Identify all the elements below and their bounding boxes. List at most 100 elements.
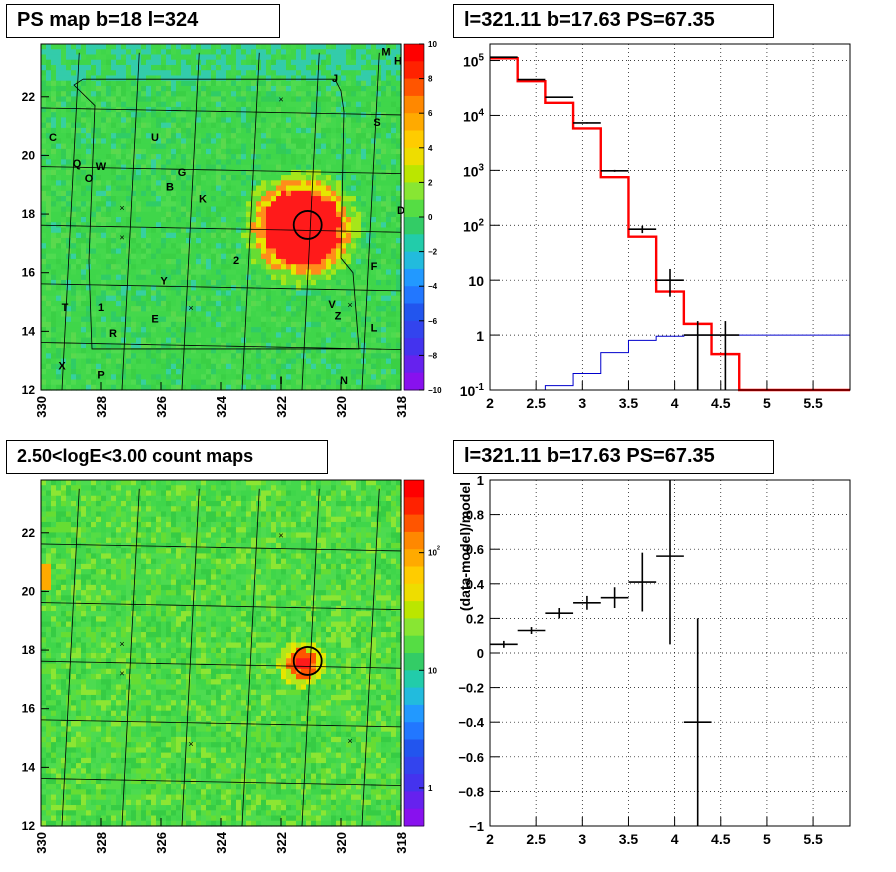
heatmap-cell [181, 316, 187, 323]
heatmap-cell [396, 306, 402, 312]
heatmap-cell [101, 44, 107, 50]
heatmap-cell [146, 269, 152, 276]
heatmap-cell [311, 363, 317, 370]
heatmap-cell [306, 342, 312, 349]
heatmap-cell [116, 164, 122, 171]
heatmap-cell [231, 332, 237, 339]
heatmap-cell [81, 148, 87, 155]
heatmap-cell [191, 180, 197, 187]
heatmap-cell [191, 106, 197, 113]
heatmap-cell [146, 237, 152, 244]
heatmap-cell [121, 211, 127, 218]
heatmap-cell [156, 379, 162, 386]
heatmap-cell [231, 143, 237, 150]
heatmap-cell [191, 101, 197, 108]
heatmap-cell [296, 248, 302, 255]
source-label: E [151, 314, 158, 326]
heatmap-cell [86, 342, 92, 349]
heatmap-cell [271, 316, 277, 323]
heatmap-cell [321, 49, 327, 56]
heatmap-cell [131, 138, 137, 145]
heatmap-cell [86, 169, 92, 176]
heatmap-cell [176, 290, 182, 297]
heatmap-cell [341, 154, 347, 160]
heatmap-cell [56, 300, 62, 307]
heatmap-cell [311, 264, 317, 271]
heatmap-cell [91, 106, 97, 113]
heatmap-cell [181, 106, 187, 113]
heatmap-cell [191, 96, 197, 103]
heatmap-cell [246, 117, 252, 124]
heatmap-cell [41, 70, 47, 77]
x-tick-label: 2 [486, 395, 494, 411]
heatmap-cell [46, 154, 52, 160]
heatmap-cell [336, 175, 342, 181]
heatmap-cell [166, 353, 172, 360]
heatmap-cell [141, 169, 147, 176]
heatmap-cell [211, 112, 217, 118]
heatmap-cell [346, 222, 352, 229]
heatmap-cell [221, 285, 227, 291]
heatmap-cell [156, 80, 162, 87]
heatmap-cell [216, 180, 222, 187]
heatmap-cell [286, 101, 292, 108]
heatmap-cell [191, 75, 197, 82]
heatmap-cell [161, 164, 167, 171]
heatmap-cell [346, 117, 352, 124]
heatmap-cell [201, 54, 207, 61]
heatmap-cell [291, 143, 297, 150]
heatmap-cell [96, 154, 102, 160]
heatmap-cell [261, 374, 267, 381]
heatmap-cell [236, 279, 242, 286]
heatmap-cell [141, 64, 147, 71]
heatmap-cell [146, 332, 152, 339]
heatmap-cell [271, 91, 277, 98]
heatmap-cell [331, 85, 337, 92]
heatmap-cell [86, 248, 92, 255]
heatmap-cell [341, 243, 347, 250]
heatmap-cell [321, 285, 327, 291]
heatmap-cell [106, 300, 112, 307]
heatmap-cell [81, 295, 87, 302]
heatmap-cell [191, 127, 197, 134]
heatmap-cell [211, 290, 217, 297]
heatmap-cell [116, 133, 122, 139]
heatmap-cell [206, 222, 212, 229]
heatmap-cell [191, 206, 197, 213]
heatmap-cell [376, 274, 382, 281]
heatmap-cell [396, 295, 402, 302]
heatmap-cell [101, 175, 107, 181]
heatmap-cell [291, 169, 297, 176]
heatmap-cell [41, 506, 47, 513]
heatmap-cell [76, 337, 82, 344]
heatmap-cell [66, 306, 72, 312]
heatmap-cell [71, 248, 77, 255]
heatmap-cell [71, 316, 77, 323]
heatmap-cell [371, 379, 377, 386]
heatmap-cell [251, 374, 257, 381]
heatmap-cell [271, 106, 277, 113]
heatmap-cell [351, 133, 357, 139]
heatmap-cell [301, 169, 307, 176]
heatmap-cell [186, 185, 192, 192]
heatmap-cell [221, 44, 227, 50]
heatmap-cell [296, 337, 302, 344]
heatmap-cell [326, 154, 332, 160]
heatmap-cell [111, 237, 117, 244]
heatmap-cell [171, 169, 177, 176]
heatmap-cell [221, 363, 227, 370]
heatmap-cell [156, 133, 162, 139]
heatmap-cell [191, 59, 197, 66]
heatmap-cell [166, 379, 172, 386]
heatmap-cell [126, 180, 132, 187]
heatmap-cell [256, 164, 262, 171]
heatmap-cell [311, 185, 317, 192]
heatmap-cell [231, 327, 237, 333]
heatmap-cell [296, 379, 302, 386]
heatmap-cell [271, 180, 277, 187]
heatmap-cell [306, 332, 312, 339]
heatmap-cell [196, 290, 202, 297]
heatmap-cell [56, 363, 62, 370]
heatmap-cell [351, 337, 357, 344]
heatmap-cell [126, 49, 132, 56]
